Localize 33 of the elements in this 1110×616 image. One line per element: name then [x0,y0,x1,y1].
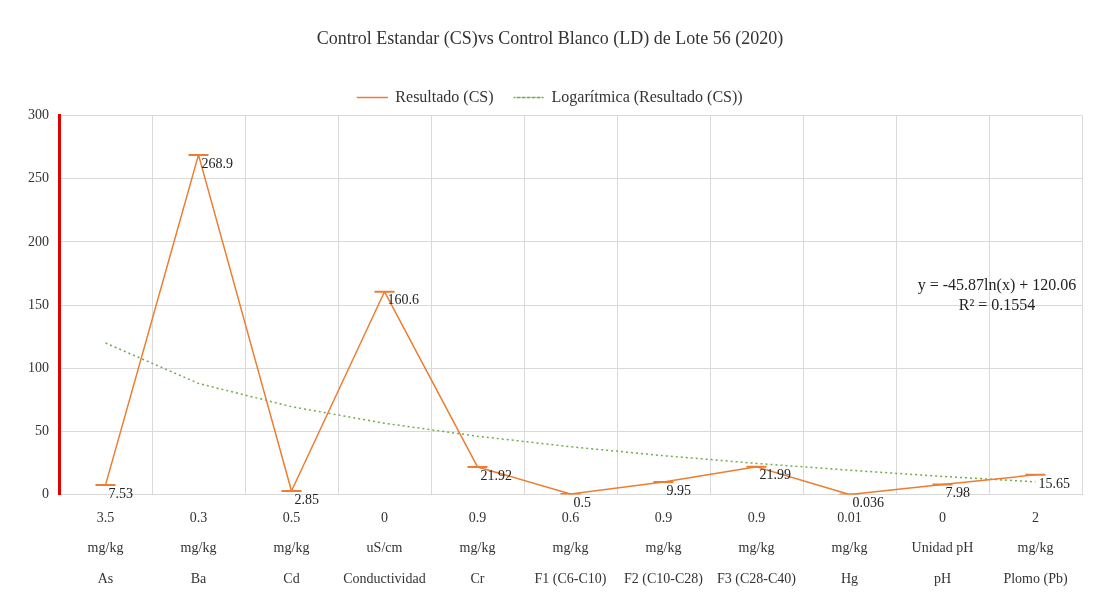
x-tick-label: 0 uS/cm Conductividad [343,509,426,587]
data-label: 268.9 [201,155,233,171]
x-tick-label: 2 mg/kg Plomo (Pb) [1003,509,1068,588]
x-tick-label: 0 Unidad pH pH [911,509,974,587]
x-tick-label: 0.3 mg/kg Ba [180,509,217,587]
data-label: 2.85 [294,491,319,507]
data-label: 9.95 [666,482,691,498]
y-tick-label: 200 [28,233,49,249]
data-label: 21.92 [480,467,512,483]
x-tick-label: 0.01 mg/kg Hg [831,509,868,587]
data-label: 21.99 [759,467,791,483]
data-label: 7.53 [108,485,133,501]
y-tick-label: 150 [28,296,49,312]
x-tick-label: 0.9 mg/kg F2 (C10-C28) [624,509,704,588]
chart-title: Control Estandar (CS)vs Control Blanco (LD) de Lote 56 (2020) [316,27,784,49]
y-tick-label: 0 [42,486,49,502]
y-tick-label: 300 [28,107,49,123]
data-label: 15.65 [1038,475,1070,491]
x-tick-label: 0.9 mg/kg Cr [459,509,496,587]
data-label: 160.6 [387,292,419,308]
annotation: y = -45.87ln(x) + 120.06 R² = 0.1554 [917,275,1077,313]
x-tick-label: 0.6 mg/kg F1 (C6-C10) [534,509,607,588]
data-label: 0.036 [852,495,884,511]
data-label: 7.98 [945,485,970,501]
y-tick-label: 100 [28,359,49,375]
data-label: 0.5 [573,494,591,510]
x-tick-label: 0.9 mg/kg F3 (C28-C40) [717,509,797,588]
y-tick-label: 250 [28,170,49,186]
legend-label: Logarítmica (Resultado (CS)) [551,87,743,106]
x-tick-label: 0.5 mg/kg Cd [273,509,310,587]
legend-label: Resultado (CS) [395,87,494,106]
x-tick-label: 3.5 mg/kg As [87,509,124,587]
y-tick-label: 50 [35,423,49,439]
